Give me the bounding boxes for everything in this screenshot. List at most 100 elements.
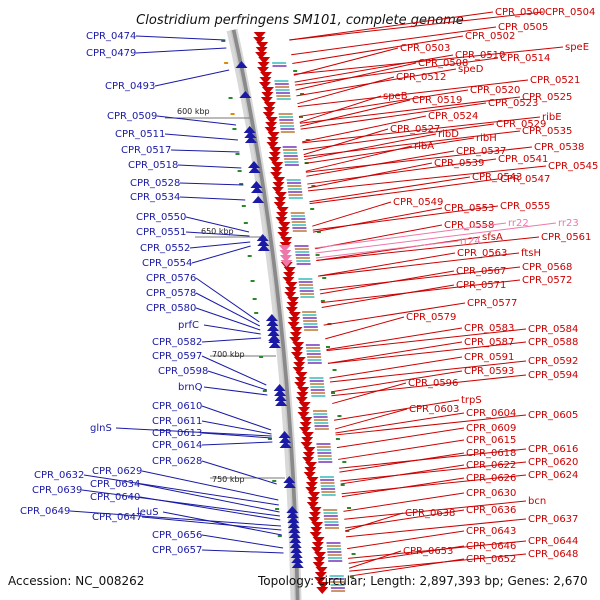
reverse-callout-line	[195, 307, 261, 331]
homolog-bar	[298, 278, 313, 280]
forward-gene-label: CPR_0648	[528, 549, 578, 560]
forward-gene-label: CPR_0630	[466, 488, 516, 499]
feature-tick	[349, 576, 354, 578]
forward-gene-label: CPR_0521	[530, 75, 580, 86]
forward-gene-arrow	[287, 322, 300, 329]
forward-callout-line	[307, 158, 497, 185]
forward-gene-arrow	[299, 422, 312, 429]
forward-gene-label: CPR_0523	[488, 98, 538, 109]
reverse-gene-arrow	[286, 506, 299, 513]
reverse-callout-line	[156, 115, 237, 126]
homolog-bar	[325, 527, 340, 529]
homolog-bar	[321, 488, 336, 490]
forward-callout-line	[300, 102, 487, 130]
forward-callout-line	[345, 512, 404, 532]
feature-tick	[259, 356, 264, 358]
forward-gene-arrow	[316, 587, 329, 594]
forward-gene-arrow	[283, 272, 296, 279]
reverse-gene-label: CPR_0552	[140, 243, 190, 254]
feature-tick	[228, 97, 233, 99]
reverse-gene-label: CPR_0493	[105, 81, 155, 92]
forward-gene-arrow	[263, 102, 276, 109]
forward-callout-line	[305, 146, 533, 173]
forward-gene-arrow	[282, 277, 295, 284]
forward-callout-line	[289, 11, 494, 41]
reverse-callout-line	[162, 511, 282, 536]
reverse-gene-arrow	[235, 61, 248, 68]
homolog-bar	[275, 92, 290, 94]
forward-callout-line	[295, 57, 499, 86]
forward-gene-arrow	[287, 297, 300, 304]
forward-gene-arrow	[301, 432, 314, 439]
forward-gene-arrow	[316, 582, 329, 589]
forward-callout-line	[318, 252, 456, 277]
forward-gene-arrow	[295, 397, 308, 404]
forward-gene-arrow	[276, 207, 289, 214]
homolog-bar	[316, 446, 331, 448]
homolog-bar	[303, 326, 318, 328]
forward-callout-line	[300, 99, 411, 127]
forward-gene-label: CPR_0527	[390, 124, 440, 135]
forward-gene-label: CPR_0591	[464, 352, 514, 363]
forward-gene-arrow	[305, 487, 318, 494]
kbp-label-750: 750 kbp	[212, 475, 245, 484]
homolog-bar	[292, 224, 307, 226]
forward-gene-label: CPR_0541	[498, 154, 548, 165]
forward-gene-label: CPR_0525	[522, 92, 572, 103]
reverse-gene-arrow	[250, 181, 263, 188]
homolog-bar	[314, 422, 329, 424]
homolog-bar	[330, 581, 345, 583]
forward-callout-line	[329, 356, 463, 379]
homolog-bar	[276, 95, 291, 97]
reverse-gene-label: CPR_0479	[86, 48, 136, 59]
reverse-gene-label: CPR_0647	[92, 512, 142, 523]
reverse-gene-label: CPR_0656	[152, 530, 202, 541]
forward-gene-label: bcn	[528, 496, 546, 507]
reverse-callout-line	[177, 164, 242, 169]
forward-gene-arrow	[311, 542, 324, 549]
feature-tick	[224, 62, 229, 64]
forward-callout-line	[293, 47, 399, 76]
forward-gene-arrow	[292, 367, 305, 374]
forward-gene-label: CPR_0508	[418, 58, 468, 69]
forward-gene-arrow	[258, 82, 271, 89]
reverse-gene-label: CPR_0474	[86, 31, 136, 42]
forward-gene-label: CPR_0558	[444, 220, 494, 231]
forward-gene-arrow	[315, 567, 328, 574]
forward-gene-label: CPR_0592	[528, 356, 578, 367]
forward-gene-arrow	[312, 562, 325, 569]
forward-callout-line	[308, 165, 547, 192]
homolog-bar	[300, 293, 315, 295]
forward-gene-arrow	[260, 97, 273, 104]
reverse-gene-arrow	[288, 531, 301, 538]
forward-gene-label: CPR_0622	[466, 460, 516, 471]
forward-gene-label: CPR_0605	[528, 410, 578, 421]
reverse-gene-label: CPR_0640	[90, 492, 140, 503]
homolog-bar	[274, 80, 289, 82]
feature-tick	[337, 415, 342, 417]
forward-callout-line	[341, 477, 465, 498]
forward-gene-arrow	[309, 532, 322, 539]
forward-callout-line	[299, 96, 521, 124]
reverse-gene-label: CPR_0576	[146, 273, 196, 284]
reverse-callout-line	[201, 420, 272, 435]
homolog-bar	[275, 86, 290, 88]
forward-gene-arrow	[312, 537, 325, 544]
homolog-bar	[327, 551, 342, 553]
forward-callout-line	[331, 374, 527, 397]
homolog-bar	[313, 416, 328, 418]
reverse-callout-line	[201, 460, 277, 485]
rna-gene-arrow	[279, 250, 292, 257]
forward-callout-line	[325, 316, 405, 340]
homolog-bar	[311, 392, 326, 394]
forward-callout-line	[304, 137, 475, 164]
forward-gene-label: ribA	[414, 141, 434, 152]
forward-callout-line	[312, 207, 443, 233]
homolog-bar	[329, 578, 344, 580]
forward-gene-arrow	[307, 497, 320, 504]
forward-gene-arrow	[283, 267, 296, 274]
homolog-bar	[319, 476, 334, 478]
forward-callout-line	[349, 558, 465, 577]
forward-gene-arrow	[309, 507, 322, 514]
reverse-gene-label: CPR_0611	[152, 416, 202, 427]
